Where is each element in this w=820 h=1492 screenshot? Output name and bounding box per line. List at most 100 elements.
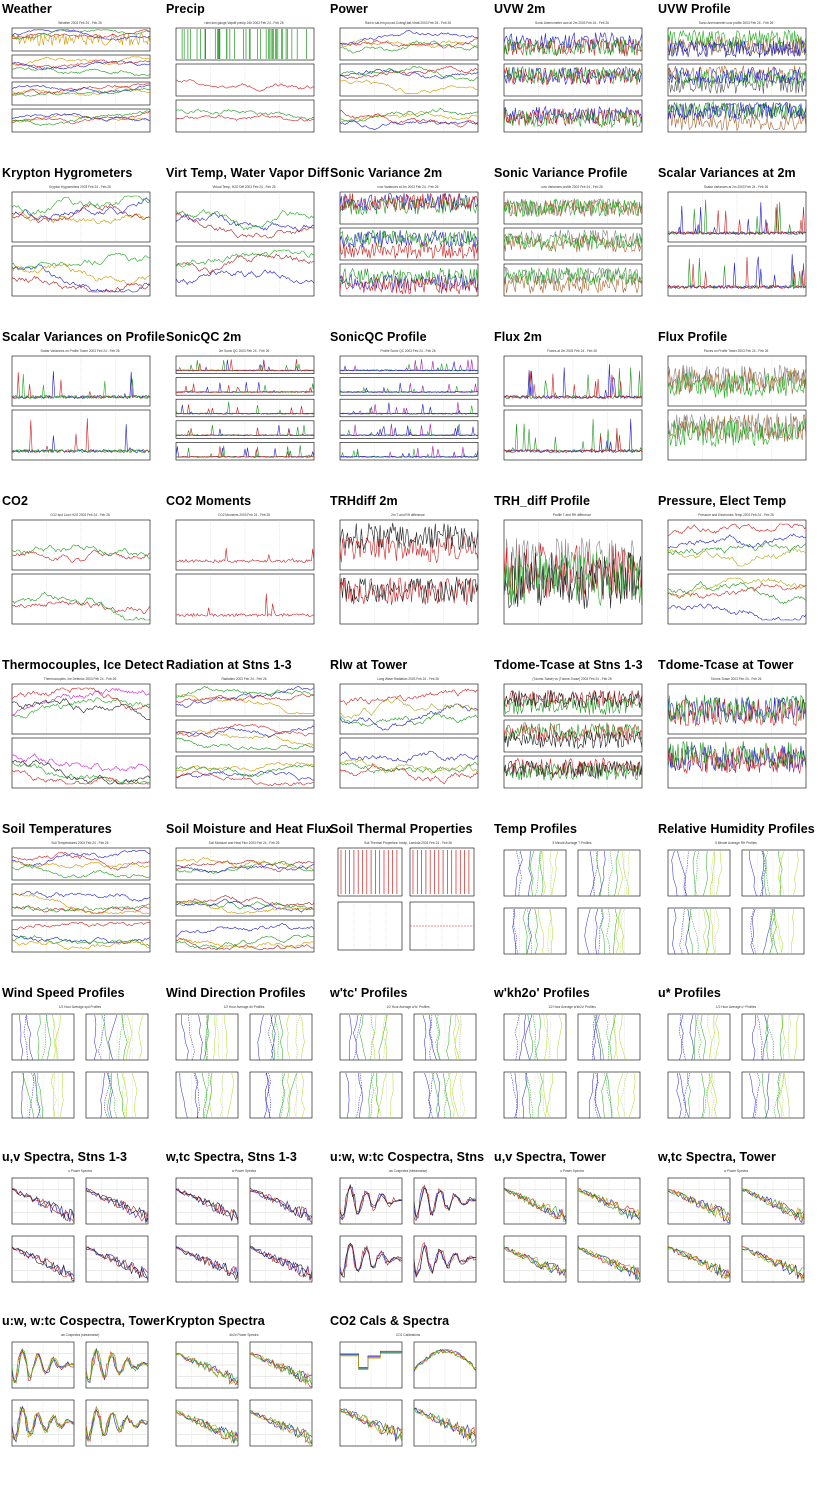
plot-title-link[interactable]: Sonic Variance 2m (330, 166, 443, 180)
plot-thumbnail[interactable]: 5 Minute Average T Profiles (494, 836, 648, 962)
plot-thumbnail[interactable]: w Power Spectra (658, 1164, 812, 1290)
plot-title-link[interactable]: Wind Speed Profiles (2, 986, 125, 1000)
plot-thumbnail[interactable]: Tdome-Tcase 2003 Feb 24 - Feb 26 (658, 672, 812, 798)
plot-thumbnail[interactable]: 5 Minute Average RH Profiles (658, 836, 812, 962)
plot-thumbnail[interactable]: u Power Spectra (2, 1164, 156, 1290)
plot-thumbnail[interactable]: Thermocouples, Ice Detector 2003 Feb 24 … (2, 672, 156, 798)
plot-subtitle: Thermocouples, Ice Detector 2003 Feb 24 … (44, 677, 117, 681)
plot-thumbnail[interactable]: Rad in,sat,bm,pw,rad,Cnbngl,bat,Vbatt 20… (330, 16, 484, 142)
plot-thumbnail[interactable]: Krypton Hygrometers 2003 Feb 24 - Feb 26 (2, 180, 156, 306)
plot-title-link[interactable]: Rlw at Tower (330, 658, 408, 672)
plot-title-link[interactable]: Scalar Variances at 2m (658, 166, 796, 180)
plot-thumbnail[interactable]: Radiation 2003 Feb 24 - Feb 26 (166, 672, 320, 798)
plot-title-link[interactable]: CO2 (2, 494, 29, 508)
plot-thumbnail-chart: uvw Variances at 2m 2003 Feb 24 - Feb 26 (330, 180, 484, 306)
plot-title-link[interactable]: Sonic Variance Profile (494, 166, 628, 180)
plot-thumbnail[interactable]: uw Cospectra (streamwise) (330, 1164, 484, 1290)
plot-subtitle: 2m T and RH difference (391, 513, 425, 517)
plot-cell-w-kh2o-profiles: w'kh2o' Profiles 1/2 Hour Average w'kh2o'… (492, 986, 652, 1128)
plot-title-link[interactable]: CO2 Cals & Spectra (330, 1314, 450, 1328)
plot-cell-scalar-variances-at-2m: Scalar Variances at 2m Scalar Variances a… (656, 166, 816, 308)
plot-title-link[interactable]: Pressure, Elect Temp (658, 494, 787, 508)
plot-title-link[interactable]: CO2 Moments (166, 494, 252, 508)
plot-thumbnail[interactable]: 1/2 Hour Average u* Profiles (658, 1000, 812, 1126)
plot-title-link[interactable]: UVW Profile (658, 2, 731, 16)
plot-thumbnail[interactable]: Sonic Anemometer uvw profile 2003 Feb 24… (658, 16, 812, 142)
plot-thumbnail[interactable]: CO2 and Licor H2O 2003 Feb 24 - Feb 26 (2, 508, 156, 634)
plot-thumbnail[interactable]: 1/2 Hour Average dir Profiles (166, 1000, 320, 1126)
plot-title-link[interactable]: u* Profiles (658, 986, 721, 1000)
plot-title-link[interactable]: Soil Temperatures (2, 822, 112, 836)
plot-thumbnail[interactable]: Virtual Temp, H2O Diff 2003 Feb 24 - Feb… (166, 180, 320, 306)
plot-title-link[interactable]: Scalar Variances on Profile (2, 330, 166, 344)
plot-title-link[interactable]: Krypton Hygrometers (2, 166, 133, 180)
plot-thumbnail[interactable]: 2m Sonic QC 2003 Feb 24 - Feb 26 (166, 344, 320, 470)
plot-thumbnail[interactable]: Profile T and RH difference (494, 508, 648, 634)
plot-title-link[interactable]: Wind Direction Profiles (166, 986, 306, 1000)
plot-thumbnail[interactable]: Soil Temperatures 2003 Feb 24 - Feb 26 (2, 836, 156, 962)
plot-thumbnail[interactable]: Fluxes on Profile Tower 2003 Feb 24 - Fe… (658, 344, 812, 470)
plot-subtitle: Profile T and RH difference (553, 513, 591, 517)
plot-cell-temp-profiles: Temp Profiles 5 Minute Average T Profiles (492, 822, 652, 964)
plot-title-link[interactable]: Tdome-Tcase at Stns 1-3 (494, 658, 643, 672)
plot-subtitle: Fluxes at 2m 2003 Feb 24 - Feb 26 (547, 349, 597, 353)
plot-title-link[interactable]: u,v Spectra, Stns 1-3 (2, 1150, 128, 1164)
plot-title-link[interactable]: w,tc Spectra, Tower (658, 1150, 776, 1164)
plot-cell-flux-profile: Flux Profile Fluxes on Profile Tower 2003… (656, 330, 816, 472)
plot-title-link[interactable]: Precip (166, 2, 205, 16)
plot-title-link[interactable]: w'kh2o' Profiles (494, 986, 590, 1000)
plot-thumbnail[interactable]: (Tdome-Tcase) vs (Tdome-Tcase) 2003 Feb … (494, 672, 648, 798)
plot-thumbnail[interactable]: Long Wave Radiation 2003 Feb 24 - Feb 26 (330, 672, 484, 798)
plot-title-link[interactable]: w'tc' Profiles (330, 986, 408, 1000)
plot-title-link[interactable]: u:w, w:tc Cospectra, Tower (2, 1314, 166, 1328)
plot-thumbnail-chart: 1/2 Hour Average dir Profiles (166, 1000, 320, 1126)
plot-thumbnail[interactable]: Fluxes at 2m 2003 Feb 24 - Feb 26 (494, 344, 648, 470)
plot-thumbnail[interactable]: kh2o Power Spectra (166, 1328, 320, 1454)
plot-title-link[interactable]: Virt Temp, Water Vapor Diff (166, 166, 329, 180)
plot-title-link[interactable]: Flux Profile (658, 330, 728, 344)
plot-thumbnail[interactable]: CO2 Moments 2003 Feb 24 - Feb 26 (166, 508, 320, 634)
plot-title-link[interactable]: SonicQC 2m (166, 330, 242, 344)
plot-thumbnail-chart: Virtual Temp, H2O Diff 2003 Feb 24 - Feb… (166, 180, 320, 306)
plot-title-link[interactable]: TRH_diff Profile (494, 494, 591, 508)
plot-thumbnail[interactable]: Soil Thermal Properties: tmotp, Lambda 2… (330, 836, 484, 962)
plot-title-link[interactable]: Relative Humidity Profiles (658, 822, 815, 836)
plot-title-link[interactable]: w,tc Spectra, Stns 1-3 (166, 1150, 297, 1164)
plot-title-link[interactable]: TRHdiff 2m (330, 494, 398, 508)
plot-title-link[interactable]: Soil Thermal Properties (330, 822, 473, 836)
plot-title-link[interactable]: Krypton Spectra (166, 1314, 265, 1328)
plot-thumbnail[interactable]: Soil Moisture and Heat Flux 2003 Feb 24 … (166, 836, 320, 962)
plot-cell-u-w-w-tc-cospectra-tower: u:w, w:tc Cospectra, Tower uw Cospectra (… (0, 1314, 165, 1456)
plot-thumbnail[interactable]: CO2 Calibrations (330, 1328, 484, 1454)
plot-thumbnail[interactable]: 1/2 Hour Average w'kh2o' Profiles (494, 1000, 648, 1126)
plot-thumbnail[interactable]: u Power Spectra (494, 1164, 648, 1290)
plot-thumbnail[interactable]: Weather 2003 Feb 24 - Feb 26 (2, 16, 156, 142)
plot-title-link[interactable]: Weather (2, 2, 52, 16)
plot-thumbnail[interactable]: Scalar Variances at 2m 2003 Feb 24 - Feb… (658, 180, 812, 306)
plot-thumbnail[interactable]: rainr,tcm gauge,Vapdif precip 24h 2003 F… (166, 16, 320, 142)
plot-title-link[interactable]: Temp Profiles (494, 822, 578, 836)
plot-thumbnail[interactable]: w Power Spectra (166, 1164, 320, 1290)
plot-title-link[interactable]: Thermocouples, Ice Detect (2, 658, 164, 672)
plot-title-link[interactable]: Flux 2m (494, 330, 542, 344)
plot-title-link[interactable]: u:w, w:tc Cospectra, Stns (330, 1150, 485, 1164)
plot-title-link[interactable]: UVW 2m (494, 2, 546, 16)
plot-title-link[interactable]: u,v Spectra, Tower (494, 1150, 607, 1164)
plot-title-link[interactable]: Radiation at Stns 1-3 (166, 658, 292, 672)
plot-title-link[interactable]: Soil Moisture and Heat Flux (166, 822, 333, 836)
plot-cell-trh-diff-profile: TRH_diff Profile Profile T and RH differe… (492, 494, 652, 636)
plot-thumbnail[interactable]: 2m T and RH difference (330, 508, 484, 634)
plot-thumbnail[interactable]: uw Cospectra (streamwise) (2, 1328, 156, 1454)
plot-title-link[interactable]: SonicQC Profile (330, 330, 427, 344)
plot-title-link[interactable]: Power (330, 2, 369, 16)
plot-thumbnail[interactable]: Pressure and Electronics Temp 2003 Feb 2… (658, 508, 812, 634)
plot-cell-wind-speed-profiles: Wind Speed Profiles 1/2 Hour Average spd … (0, 986, 160, 1128)
plot-title-link[interactable]: Tdome-Tcase at Tower (658, 658, 794, 672)
plot-thumbnail[interactable]: Profile Sonic QC 2003 Feb 24 - Feb 26 (330, 344, 484, 470)
plot-thumbnail[interactable]: Scalar Variances on Profile Tower 2003 F… (2, 344, 156, 470)
plot-thumbnail[interactable]: 1/2 Hour Average w'tc' Profiles (330, 1000, 484, 1126)
plot-thumbnail[interactable]: 1/2 Hour Average spd Profiles (2, 1000, 156, 1126)
plot-thumbnail[interactable]: Sonic Anemometer uvw at 2m 2003 Feb 24 -… (494, 16, 648, 142)
plot-thumbnail[interactable]: uvw Variances profile 2003 Feb 24 - Feb … (494, 180, 648, 306)
plot-thumbnail[interactable]: uvw Variances at 2m 2003 Feb 24 - Feb 26 (330, 180, 484, 306)
